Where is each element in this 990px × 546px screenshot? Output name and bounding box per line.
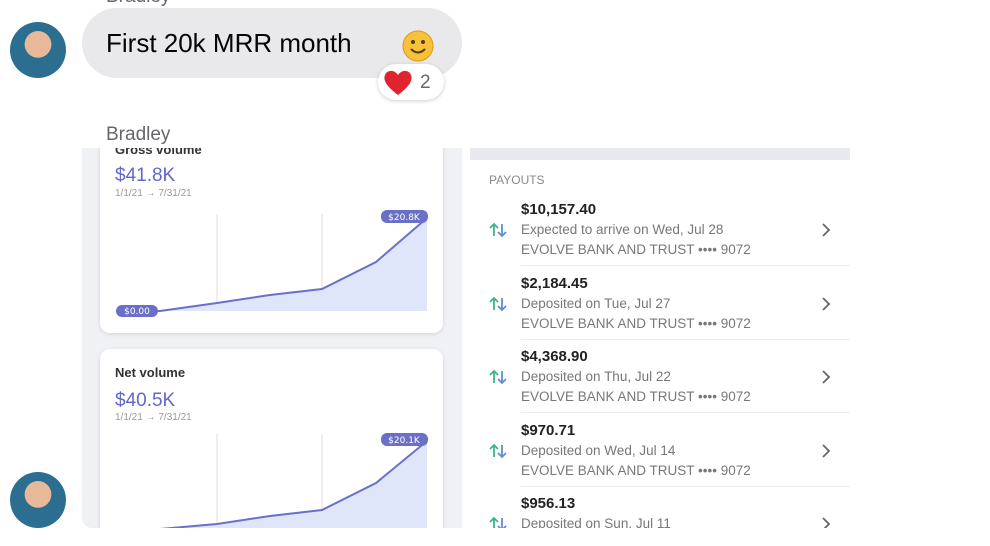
panel-header	[470, 148, 850, 160]
payouts-heading: PAYOUTS	[489, 173, 545, 187]
chart-label: $0.00	[124, 307, 150, 317]
smiley-emoji	[402, 30, 434, 62]
payout-row[interactable]: $956.13 Deposited on Sun, Jul 11	[470, 492, 850, 528]
card-range: 1/1/21 → 7/31/21	[115, 188, 192, 199]
payout-amount: $2,184.45	[521, 274, 588, 292]
message-text: First 20k MRR month	[106, 28, 352, 58]
chevron	[822, 296, 831, 311]
payout-status: Expected to arrive on Wed, Jul 28	[521, 222, 724, 237]
chart-label: $20.1K	[388, 436, 421, 446]
card-total: $41.8K	[115, 165, 176, 186]
sender-name: Bradley	[106, 0, 170, 8]
payout-amount: $956.13	[521, 495, 576, 512]
payout-row[interactable]: $2,184.45 Deposited on Tue, Jul 27 EVOLVE …	[470, 272, 850, 345]
shared-image[interactable]: Gross volume $41.8K 1/1/21 → 7/31/21 $0.…	[82, 148, 850, 528]
payout-icon	[489, 516, 507, 528]
chevron	[822, 223, 831, 237]
payout-icon	[489, 296, 507, 311]
payout-amount: $10,157.40	[521, 201, 597, 218]
net-chart: $20.1K	[118, 433, 428, 528]
separator	[521, 338, 850, 340]
payout-icon	[489, 222, 507, 238]
payout-bank: EVOLVE BANK AND TRUST •••• 9072	[521, 315, 751, 331]
payout-bank: EVOLVE BANK AND TRUST •••• 9072	[521, 462, 751, 478]
payout-status: Deposited on Sun, Jul 11	[521, 516, 671, 528]
reaction-count: 2	[420, 72, 431, 93]
payout-row[interactable]: $10,157.40 Expected to arrive on Wed, Jul…	[470, 198, 850, 271]
message-bubble[interactable]: First 20k MRR month	[82, 8, 462, 78]
chevron	[822, 517, 831, 528]
payout-status: Deposited on Tue, Jul 27	[521, 295, 671, 311]
avatar[interactable]	[10, 472, 66, 528]
payout-bank: EVOLVE BANK AND TRUST •••• 9072	[521, 242, 751, 257]
payout-row[interactable]: $970.71 Deposited on Wed, Jul 14 EVOLVE BA…	[470, 419, 850, 492]
separator	[521, 412, 850, 413]
card-total: $40.5K	[115, 390, 176, 411]
card-range: 1/1/21 → 7/31/21	[115, 412, 192, 423]
card-title: Net volume	[115, 365, 186, 380]
payout-status: Deposited on Wed, Jul 14	[521, 442, 676, 458]
payout-row[interactable]: $4,368.90 Deposited on Thu, Jul 22 EVOLVE …	[470, 345, 850, 418]
payout-icon	[489, 443, 507, 458]
card-title: Gross volume	[115, 148, 202, 157]
chevron	[822, 443, 831, 458]
payout-icon	[489, 369, 507, 385]
reaction[interactable]: 2	[378, 64, 444, 100]
separator	[521, 265, 850, 266]
gross-chart: $0.00 $20.8K	[116, 210, 428, 317]
chevron	[822, 370, 831, 384]
payout-amount: $4,368.90	[521, 348, 588, 365]
gross-volume-card: Gross volume $41.8K 1/1/21 → 7/31/21 $0.…	[100, 148, 443, 333]
net-volume-card: Net volume $40.5K 1/1/21 → 7/31/21 $20.1…	[100, 349, 443, 528]
dashboard-panel: Gross volume $41.8K 1/1/21 → 7/31/21 $0.…	[82, 148, 462, 528]
payouts-panel: PAYOUTS $10,157.40 Expected to arrive on …	[470, 148, 850, 528]
sender-name: Bradley	[106, 124, 171, 145]
payout-status: Deposited on Thu, Jul 22	[521, 369, 671, 384]
heart-emoji	[384, 70, 412, 95]
separator	[521, 485, 850, 487]
payout-bank: EVOLVE BANK AND TRUST •••• 9072	[521, 389, 751, 404]
payout-amount: $970.71	[521, 421, 576, 439]
avatar[interactable]	[10, 22, 66, 78]
chart-label: $20.8K	[388, 213, 421, 223]
